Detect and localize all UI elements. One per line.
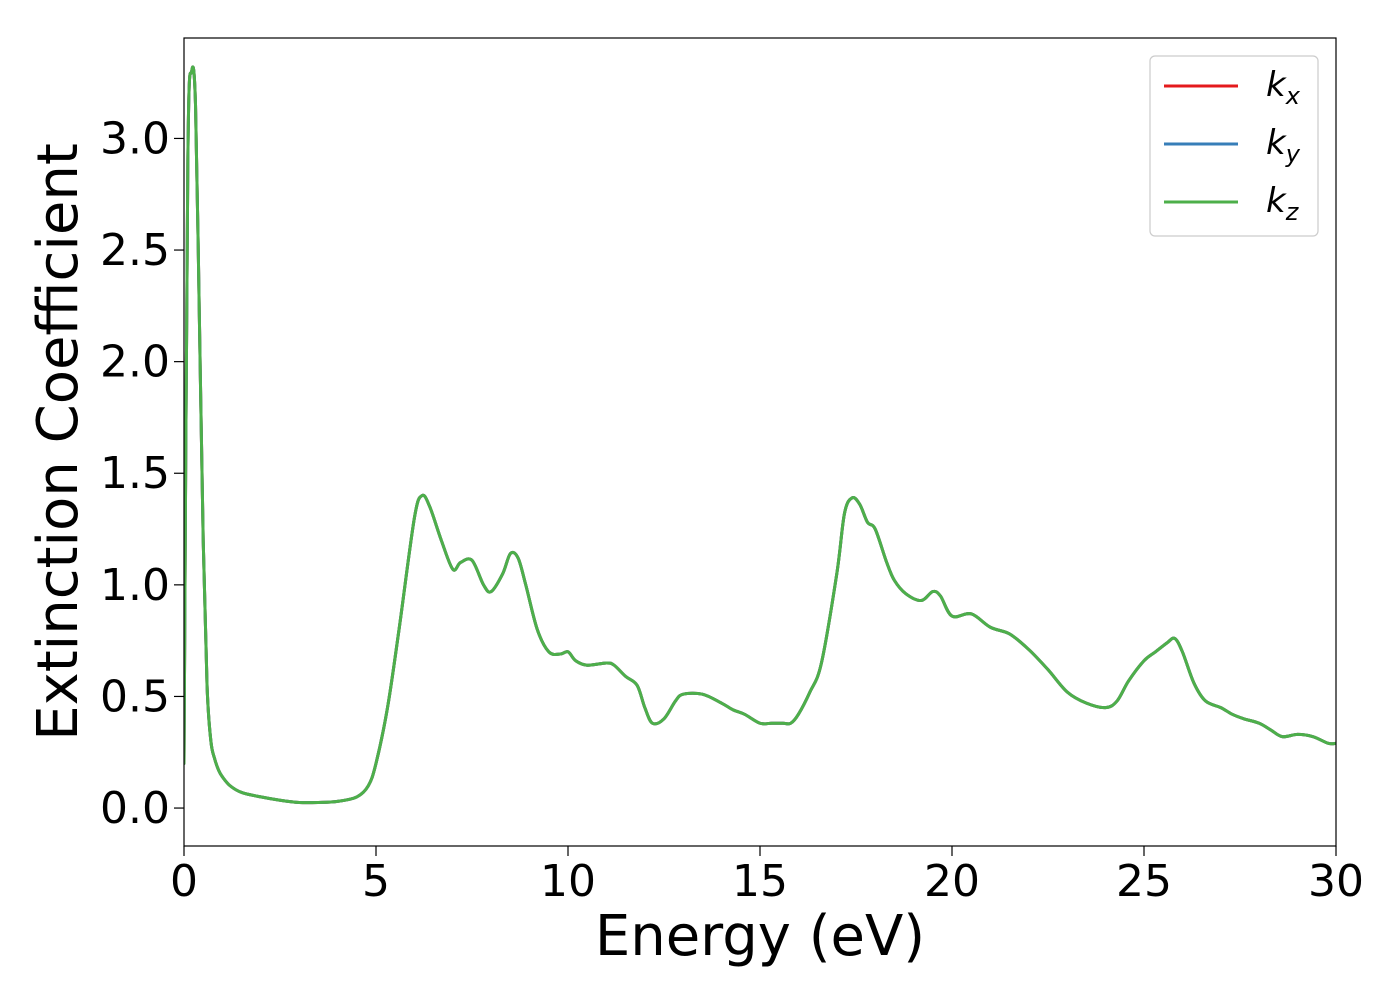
x-axis-ticks: 0 5 10 15 20 25 30 (170, 846, 1364, 907)
x-tick-label: 5 (362, 856, 390, 907)
y-axis-ticks: 0.0 0.5 1.0 1.5 2.0 2.5 3.0 (100, 113, 184, 834)
series-line-kz (184, 65, 1336, 805)
legend-box (1149, 55, 1319, 237)
y-tick-label: 3.0 (100, 113, 170, 164)
plot-area (184, 65, 1336, 805)
x-tick-label: 20 (924, 856, 980, 907)
x-tick-label: 25 (1116, 856, 1172, 907)
x-tick-label: 10 (540, 856, 596, 907)
x-axis-title: Energy (eV) (595, 904, 925, 969)
x-tick-label: 0 (170, 856, 198, 907)
y-tick-label: 0.0 (100, 783, 170, 834)
y-tick-label: 1.5 (100, 448, 170, 499)
y-tick-label: 2.5 (100, 225, 170, 276)
series-layer (184, 65, 1336, 805)
legend-label-ky: ky (1266, 123, 1301, 168)
x-tick-label: 15 (732, 856, 788, 907)
y-axis-title: Extinction Coefficient (26, 143, 91, 741)
legend-label-kz: kz (1266, 181, 1300, 226)
y-tick-label: 2.0 (100, 337, 170, 388)
legend-label-kx: kx (1266, 65, 1301, 110)
y-tick-label: 0.5 (100, 671, 170, 722)
legend: kx ky kz (1149, 55, 1319, 237)
y-tick-label: 1.0 (100, 560, 170, 611)
x-tick-label: 30 (1308, 856, 1364, 907)
